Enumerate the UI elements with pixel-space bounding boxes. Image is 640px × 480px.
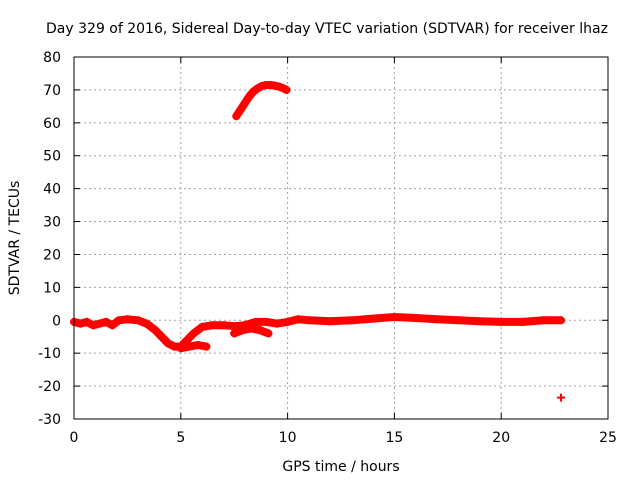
data-point (151, 326, 160, 335)
data-series (230, 324, 273, 338)
data-point (282, 85, 291, 94)
series-layer (70, 80, 566, 402)
x-tick-label: 15 (385, 430, 403, 446)
data-series (176, 340, 211, 353)
x-axis-label: GPS time / hours (282, 459, 399, 475)
data-point (249, 87, 258, 96)
data-point (114, 316, 123, 325)
y-tick-label: 10 (43, 280, 61, 296)
data-point (557, 393, 566, 402)
data-point (255, 326, 264, 335)
data-series (232, 80, 291, 121)
x-tick-label: 25 (599, 430, 617, 446)
data-point (245, 92, 254, 101)
data-point (95, 319, 104, 328)
data-point (272, 319, 281, 328)
data-point (76, 319, 85, 328)
y-tick-label: 20 (43, 247, 61, 263)
data-point (275, 82, 284, 91)
data-point (102, 317, 111, 326)
data-point (326, 317, 335, 326)
data-point (202, 342, 211, 351)
data-point (347, 316, 356, 325)
data-point (264, 329, 273, 338)
data-point (134, 316, 143, 325)
data-point (433, 315, 442, 324)
data-point (108, 321, 117, 330)
x-tick-label: 5 (176, 430, 185, 446)
data-series (557, 393, 566, 402)
x-tick-label: 0 (70, 430, 79, 446)
data-point (82, 317, 91, 326)
data-point (232, 112, 241, 121)
data-point (253, 84, 262, 93)
y-tick-label: -10 (38, 346, 61, 362)
data-point (539, 316, 548, 325)
y-tick-label: 70 (43, 83, 61, 99)
y-tick-label: 50 (43, 149, 61, 165)
y-tick-label: -30 (38, 412, 61, 428)
plot-frame (73, 56, 609, 420)
data-point (390, 312, 399, 321)
data-point (262, 317, 271, 326)
data-point (176, 344, 185, 353)
tick-labels: -30 -20 -10 0 10 20 30 40 50 60 70 80 0 5 10 15 20 25 (38, 50, 617, 446)
x-tick-label: 10 (279, 430, 297, 446)
y-tick-label: -20 (38, 379, 61, 395)
y-tick-label: 80 (43, 50, 61, 66)
y-tick-label: 30 (43, 215, 61, 231)
data-point (89, 321, 98, 330)
data-point (236, 105, 245, 114)
data-point (230, 322, 239, 331)
data-point (240, 99, 249, 108)
data-point (230, 329, 239, 338)
grid (74, 57, 608, 419)
data-point (142, 319, 151, 328)
data-point (185, 342, 194, 351)
data-point (238, 326, 247, 335)
data-point (304, 316, 313, 325)
data-point (198, 322, 207, 331)
data-point (557, 316, 566, 325)
data-point (183, 336, 192, 345)
data-point (497, 317, 506, 326)
data-point (518, 317, 527, 326)
data-point (283, 317, 292, 326)
y-tick-label: 60 (43, 116, 61, 132)
y-axis-label: SDTVAR / TECUs (7, 181, 23, 296)
chart-title: Day 329 of 2016, Sidereal Day-to-day VTE… (46, 21, 608, 37)
data-point (189, 329, 198, 338)
x-tick-label: 20 (492, 430, 510, 446)
data-point (251, 317, 260, 326)
data-point (208, 321, 217, 330)
data-point (157, 332, 166, 341)
data-point (369, 314, 378, 323)
data-point (163, 339, 172, 348)
series-trace (176, 341, 211, 353)
data-point (247, 324, 256, 333)
y-tick-label: 0 (52, 313, 61, 329)
data-point (219, 321, 228, 330)
y-tick-label: 40 (43, 182, 61, 198)
data-point (193, 340, 202, 349)
data-point (475, 317, 484, 326)
data-point (294, 315, 303, 324)
data-point (123, 315, 132, 324)
data-point (411, 313, 420, 322)
data-point (454, 316, 463, 325)
